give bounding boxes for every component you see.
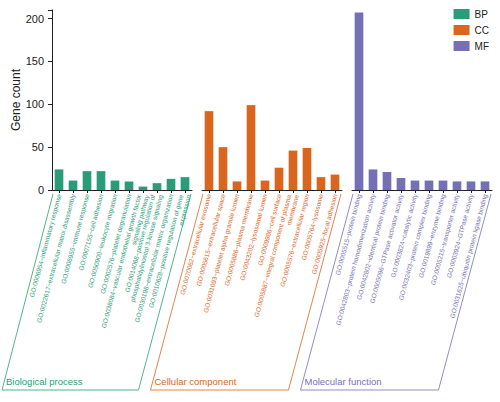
svg-text:50: 50	[32, 141, 44, 153]
svg-text:200: 200	[26, 13, 44, 25]
svg-text:MF: MF	[475, 41, 489, 52]
svg-text:GO:0005886~plasma membrane: GO:0005886~plasma membrane	[223, 193, 255, 287]
svg-text:GO:0022617~extracellular matri: GO:0022617~extracellular matrix disassem…	[35, 193, 77, 324]
svg-text:Cellular component: Cellular component	[154, 376, 236, 387]
svg-text:GO:0030198~extracellular matri: GO:0030198~extracellular matrix organiza…	[133, 193, 175, 324]
svg-text:Molecular function: Molecular function	[304, 376, 381, 387]
svg-text:expression: expression	[177, 194, 193, 227]
svg-text:GO:0019899~enzyme binding: GO:0019899~enzyme binding	[417, 193, 447, 279]
svg-text:GO:0003824~catalytic activity: GO:0003824~catalytic activity	[389, 193, 419, 279]
svg-text:GO:0010628~positive regulation: GO:0010628~positive regulation of gene	[147, 192, 185, 309]
svg-text:GO:0005576~extracellular regio: GO:0005576~extracellular region	[278, 193, 311, 288]
svg-text:GO:0042803~protein homodimeriz: GO:0042803~protein homodimerization acti…	[334, 193, 377, 326]
svg-text:GO:0043202~lysosomal lumen: GO:0043202~lysosomal lumen	[238, 193, 269, 282]
svg-text:GO:0031625~ubiquitin protein l: GO:0031625~ubiquitin protein ligase bind…	[448, 193, 489, 320]
svg-text:GO:0038084~vascular endothelia: GO:0038084~vascular endothelial growth f…	[99, 192, 143, 329]
svg-text:100: 100	[26, 98, 44, 110]
svg-text:GO:0005215~transporter activit: GO:0005215~transporter activity	[429, 193, 461, 286]
svg-text:GO:0006955~immune response: GO:0006955~immune response	[59, 193, 91, 285]
svg-text:GO:0005615~extracellular space: GO:0005615~extracellular space	[195, 193, 227, 287]
svg-text:GO:0031093~platelet alpha gran: GO:0031093~platelet alpha granule lumen	[201, 193, 241, 314]
svg-text:membrane: membrane	[285, 194, 300, 226]
svg-text:Biological process: Biological process	[6, 376, 83, 387]
svg-text:GO:0005096~GTPase activator ac: GO:0005096~GTPase activator activity	[368, 193, 405, 304]
svg-text:GO:0005925~focal adhesion: GO:0005925~focal adhesion	[310, 193, 338, 275]
svg-text:0: 0	[38, 184, 44, 196]
svg-text:GO:0032403~protein complex bin: GO:0032403~protein complex binding	[397, 193, 433, 301]
svg-text:CC: CC	[475, 25, 489, 36]
svg-text:phosphatidylinositol 3-kinase: phosphatidylinositol 3-kinase signaling	[128, 194, 164, 303]
svg-text:GO:0005764~lysosome: GO:0005764~lysosome	[299, 193, 325, 262]
svg-text:GO:0003924~GTPase activity: GO:0003924~GTPase activity	[445, 193, 475, 279]
svg-text:GO:0050900~leukocyte migration: GO:0050900~leukocyte migration	[86, 193, 119, 289]
svg-text:GO:0002576~platelet degranulat: GO:0002576~platelet degranulation	[98, 193, 133, 295]
svg-text:GO:0014068~positive regulation: GO:0014068~positive regulation of	[123, 192, 157, 293]
svg-text:BP: BP	[475, 9, 489, 20]
svg-text:GO:0006954~inflammatory respon: GO:0006954~inflammatory response	[28, 193, 63, 298]
svg-text:GO:0005515~protein binding: GO:0005515~protein binding	[334, 193, 363, 276]
svg-text:150: 150	[26, 55, 44, 67]
svg-text:Gene count: Gene count	[9, 68, 23, 131]
svg-text:GO:0009986~cell surface: GO:0009986~cell surface	[256, 193, 283, 267]
svg-text:GO:0070062~extracellular exoso: GO:0070062~extracellular exosome	[178, 193, 213, 296]
svg-text:GO:0005887~integral component: GO:0005887~integral component of plasma	[252, 192, 293, 318]
svg-text:GO:0042802~identical protein b: GO:0042802~identical protein binding	[355, 193, 391, 301]
svg-text:GO:0007155~cell adhesion: GO:0007155~cell adhesion	[77, 193, 105, 272]
